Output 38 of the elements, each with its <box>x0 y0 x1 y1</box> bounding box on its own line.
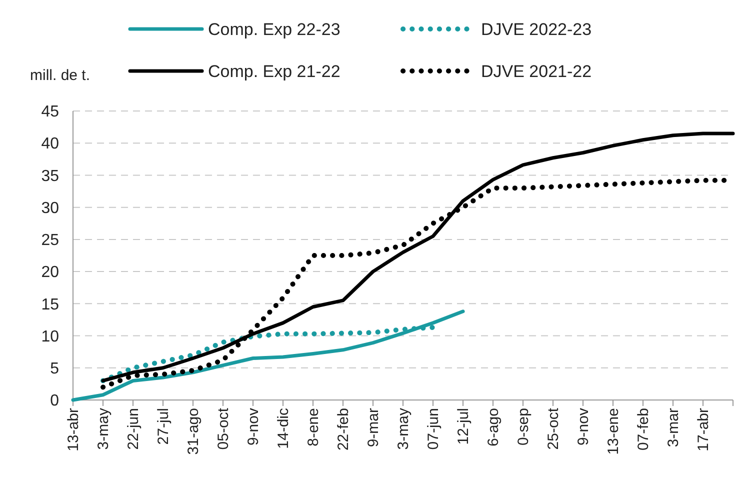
x-tick-label: 14-dic <box>275 408 292 449</box>
x-tick-label: 9-mar <box>365 408 382 448</box>
x-tick-label: 22-feb <box>335 408 352 451</box>
y-tick-label: 45 <box>41 104 60 121</box>
x-tick-label: 3-may <box>395 408 412 450</box>
x-tick-label: 07-feb <box>635 408 652 451</box>
x-tick-label: 07-jun <box>425 408 442 450</box>
x-tick-label: 6-ago <box>485 408 502 446</box>
x-tick-label: 3-may <box>95 408 112 450</box>
x-tick-label: 9-nov <box>245 408 262 446</box>
legend-label: Comp. Exp 22-23 <box>208 20 340 39</box>
x-tick-label: 9-nov <box>575 408 592 446</box>
x-tick-label: 12-jul <box>455 408 472 445</box>
y-tick-label: 35 <box>41 168 60 185</box>
legend-label: DJVE 2021-22 <box>481 62 592 81</box>
x-tick-label: 3-mar <box>665 408 682 448</box>
y-tick-label: 15 <box>41 296 60 314</box>
y-tick-label: 40 <box>41 136 60 153</box>
legend-label: Comp. Exp 21-22 <box>208 62 340 81</box>
y-tick-label: 5 <box>50 360 60 378</box>
y-tick-label: 10 <box>41 328 60 346</box>
x-tick-label: 13-abr <box>65 408 82 452</box>
x-tick-label: 22-jun <box>125 408 142 450</box>
x-tick-label: 05-oct <box>215 407 232 450</box>
x-tick-label: 31-ago <box>185 408 202 455</box>
y-axis-title: mill. de t. <box>30 67 90 84</box>
x-tick-label: 25-oct <box>545 407 562 450</box>
y-tick-label: 25 <box>41 232 60 250</box>
line-series <box>71 310 465 402</box>
y-tick-label: 0 <box>50 392 60 410</box>
legend-label: DJVE 2022-23 <box>481 20 592 39</box>
x-tick-label: 13-ene <box>605 408 622 455</box>
y-tick-label: 20 <box>41 264 60 282</box>
x-tick-label: 8-ene <box>305 408 322 446</box>
x-tick-label: 0-sep <box>515 408 532 446</box>
x-tick-label: 27-jul <box>155 408 172 445</box>
x-tick-label: 17-abr <box>695 408 712 452</box>
y-tick-label: 30 <box>41 200 60 217</box>
